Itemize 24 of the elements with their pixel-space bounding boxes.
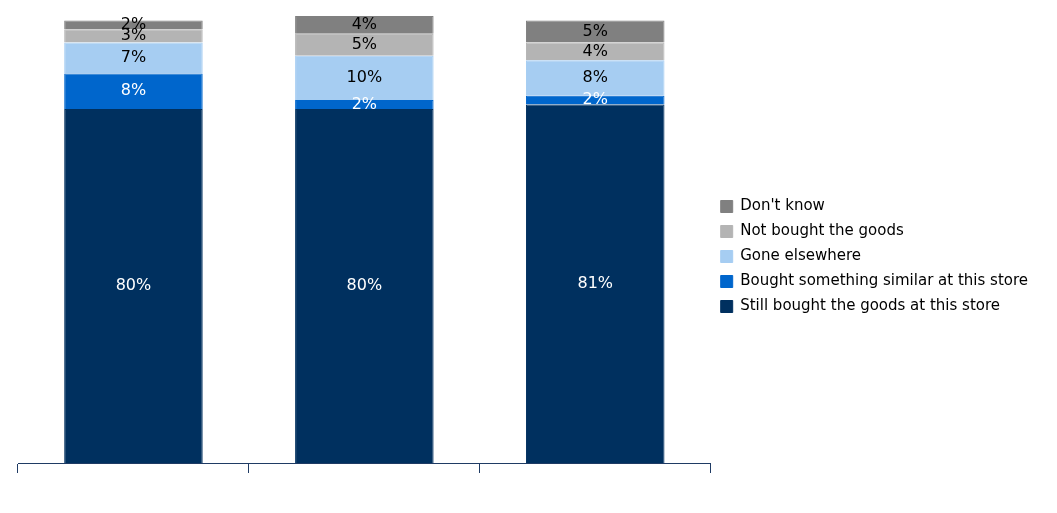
legend-label: Still bought the goods at this store [740,296,1001,315]
legend-label: Bought something similar at this store [740,271,1028,290]
legend-label: Don't know [740,196,825,215]
bar [295,33,434,56]
data-label: 80% [115,275,152,295]
data-label: 8% [120,80,147,100]
data-label: 5% [582,20,608,40]
legend-label: Gone elsewhere [740,246,862,265]
bar [525,20,665,43]
bar [64,29,203,43]
data-label: 7% [120,47,147,67]
data-label: 80% [346,275,383,295]
data-label: 5% [351,33,378,53]
legend-label: Not bought the goods [740,221,904,240]
data-label: 4% [582,40,608,60]
data-label: 4% [351,14,378,34]
data-label: 8% [582,67,608,87]
data-label: 81% [577,272,614,292]
data-label: 10% [346,67,383,87]
bar [64,42,203,74]
bar [64,73,203,109]
bar [295,108,434,463]
bar [64,108,203,463]
bar [525,104,665,463]
